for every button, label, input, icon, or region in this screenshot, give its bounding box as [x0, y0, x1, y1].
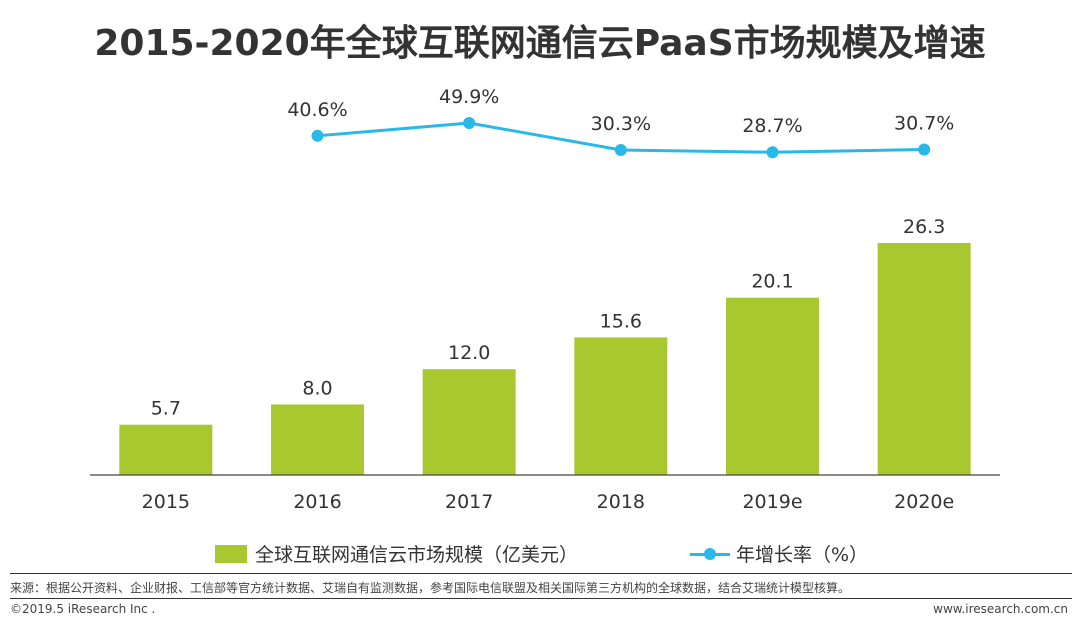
x-tick-label: 2015: [142, 491, 190, 513]
x-tick-label: 2018: [597, 491, 645, 513]
bar-value-label: 15.6: [600, 310, 642, 332]
x-tick-label: 2017: [445, 491, 493, 513]
legend-line-swatch: [690, 545, 730, 563]
bar-value-label: 20.1: [751, 271, 793, 293]
legend-line-label: 年增长率（%）: [736, 544, 869, 566]
chart-title: 2015-2020年全球互联网通信云PaaS市场规模及增速: [94, 23, 986, 64]
legend-item-bar: 全球互联网通信云市场规模（亿美元）: [215, 540, 578, 567]
growth-value-label: 40.6%: [287, 99, 347, 121]
legend-bar-label: 全球互联网通信云市场规模（亿美元）: [255, 544, 579, 566]
bar-2018: [574, 337, 668, 475]
chart-canvas: 5.7 2015 8.0 2016 12.0 2017 15.6 2018 20.1 2019e 2…: [90, 86, 1000, 513]
website-link[interactable]: www.iresearch.com.cn: [933, 602, 1068, 616]
x-tick-label: 2019e: [742, 491, 802, 513]
growth-value-label: 30.7%: [894, 112, 954, 134]
bar-2016: [271, 404, 364, 475]
growth-point-2019e: [766, 146, 779, 159]
bar-value-label: 5.7: [151, 398, 181, 420]
growth-point-2018: [614, 144, 627, 156]
x-tick-label: 2016: [293, 491, 341, 513]
growth-value-label: 28.7%: [742, 115, 802, 137]
growth-value-label: 30.3%: [591, 113, 651, 135]
bar-value-label: 12.0: [448, 342, 490, 364]
divider-top: [10, 573, 1072, 574]
bar-value-label: 8.0: [302, 377, 332, 399]
bar-2020e: [877, 243, 971, 475]
divider-bottom: [10, 598, 1072, 599]
growth-value-label: 49.9%: [439, 86, 499, 108]
copyright: ©2019.5 iResearch Inc .: [10, 602, 156, 616]
bar-value-label: 26.3: [903, 216, 945, 238]
legend-bar-swatch: [215, 544, 247, 563]
bar-2015: [119, 424, 213, 475]
growth-point-2017: [463, 117, 476, 129]
bar-2019e: [726, 297, 819, 475]
source-note: 来源：根据公开资料、企业财报、工信部等官方统计数据、艾瑞自有监测数据，参考国际电…: [10, 581, 851, 595]
x-tick-label: 2020e: [894, 491, 954, 513]
growth-point-2016: [311, 129, 324, 142]
legend-item-line: 年增长率（%）: [690, 540, 868, 567]
bar-2017: [422, 369, 516, 475]
growth-point-2020e: [918, 143, 931, 156]
